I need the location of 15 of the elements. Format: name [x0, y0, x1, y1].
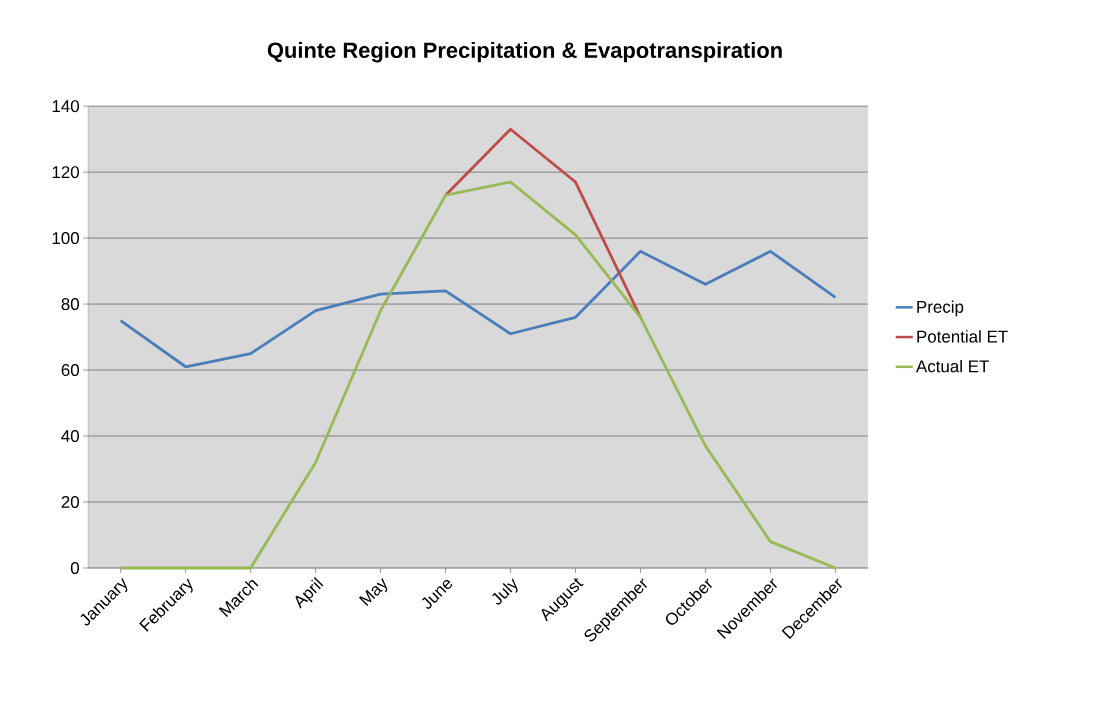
- y-tick-label: 20: [61, 495, 79, 508]
- y-tick-label: 0: [70, 561, 79, 574]
- x-tick-label: May: [358, 577, 388, 606]
- y-tick-label: 120: [52, 166, 79, 179]
- legend-label: Actual ET: [916, 359, 989, 373]
- y-tick-label: 60: [61, 364, 79, 376]
- legend-label: Precip: [917, 300, 964, 317]
- chart-title: Quinte Region Precipitation & Evapotranspiration: [267, 41, 782, 63]
- y-tick-label: 100: [52, 232, 79, 245]
- y-tick-label: 80: [61, 298, 79, 311]
- x-tick-label: July: [492, 578, 518, 605]
- line-series: [119, 249, 837, 369]
- y-tick-label: 40: [61, 429, 79, 442]
- legend-label: Potential ET: [917, 330, 1008, 343]
- y-tick-label: 140: [52, 100, 79, 113]
